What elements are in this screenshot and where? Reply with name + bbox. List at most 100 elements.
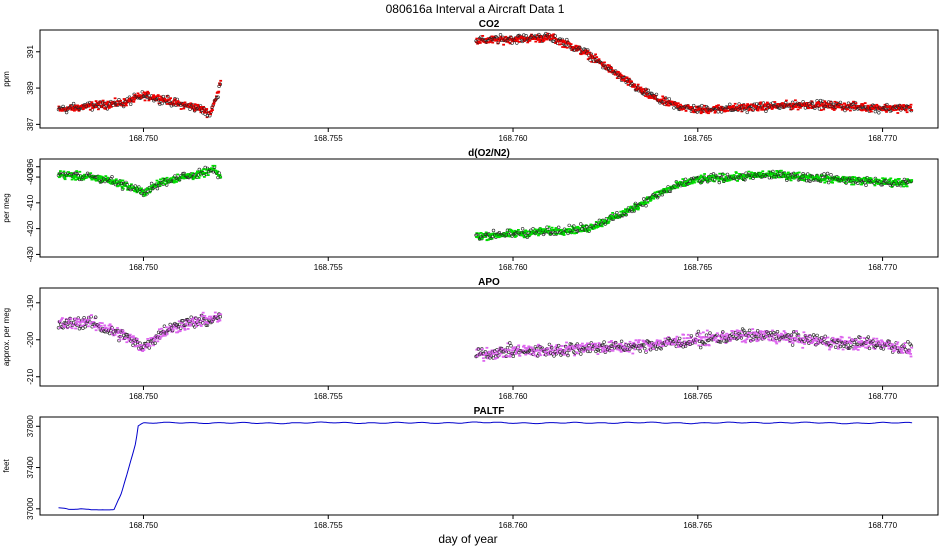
- data-point: [863, 179, 867, 181]
- data-point: [95, 175, 99, 177]
- data-point: [860, 177, 864, 180]
- data-point: [179, 325, 183, 328]
- data-point: [569, 228, 573, 231]
- data-point: [807, 175, 810, 178]
- data-point-hollow: [558, 350, 562, 354]
- data-point: [192, 109, 196, 112]
- data-point: [101, 180, 105, 182]
- data-point-hollow: [698, 345, 703, 350]
- data-point: [201, 320, 204, 323]
- data-point: [92, 321, 96, 323]
- data-point: [906, 348, 910, 351]
- data-point: [901, 348, 904, 351]
- data-point: [527, 37, 531, 40]
- data-point: [810, 107, 814, 109]
- data-point: [182, 107, 186, 110]
- data-point: [615, 77, 619, 79]
- data-point: [662, 344, 666, 347]
- x-tick-label: 168.770: [868, 134, 897, 143]
- data-point: [830, 104, 833, 107]
- data-point: [830, 345, 834, 348]
- data-point: [202, 168, 205, 170]
- x-tick-label: 168.755: [314, 521, 343, 530]
- data-point: [187, 324, 190, 327]
- data-point: [762, 338, 766, 341]
- data-point: [893, 349, 897, 352]
- data-point: [490, 39, 493, 42]
- data-point: [614, 72, 618, 75]
- data-point: [875, 103, 879, 106]
- data-point: [726, 338, 730, 341]
- data-point: [810, 100, 814, 103]
- panel-title: CO2: [479, 19, 500, 30]
- data-point: [566, 230, 569, 233]
- data-point: [560, 40, 564, 43]
- data-point: [729, 178, 733, 181]
- data-point: [536, 39, 540, 41]
- data-point: [547, 225, 551, 228]
- data-point: [831, 336, 835, 339]
- data-point: [198, 323, 202, 326]
- data-point: [617, 71, 620, 73]
- data-point-hollow: [790, 343, 795, 347]
- data-point: [143, 99, 147, 102]
- data-point: [749, 108, 752, 111]
- data-point: [113, 329, 117, 331]
- data-point: [646, 343, 650, 346]
- data-point: [667, 343, 671, 346]
- data-point: [865, 339, 868, 342]
- data-point: [560, 345, 564, 347]
- data-point: [550, 38, 554, 40]
- data-point: [144, 91, 148, 94]
- data-point: [588, 229, 592, 231]
- data-point: [803, 105, 807, 107]
- data-point: [842, 176, 846, 179]
- data-point: [71, 175, 75, 178]
- data-point: [73, 176, 77, 178]
- data-point: [901, 352, 905, 354]
- data-point: [776, 335, 780, 338]
- data-point: [478, 42, 482, 44]
- data-point: [698, 336, 702, 339]
- data-point: [212, 102, 216, 104]
- data-point-hollow: [885, 102, 889, 107]
- data-point: [849, 342, 853, 345]
- data-point: [644, 95, 647, 97]
- data-point: [795, 172, 799, 175]
- data-point: [580, 230, 583, 232]
- data-point: [736, 334, 740, 337]
- data-point: [620, 75, 624, 78]
- data-point: [860, 340, 864, 342]
- data-point: [187, 323, 191, 326]
- data-point: [144, 193, 147, 196]
- data-point: [792, 177, 796, 180]
- data-point: [845, 104, 848, 107]
- data-point: [648, 344, 652, 346]
- data-point: [62, 174, 65, 177]
- data-point: [119, 183, 123, 186]
- data-point: [562, 40, 566, 42]
- data-point-hollow: [654, 347, 659, 351]
- data-point: [627, 350, 631, 353]
- data-point: [860, 183, 864, 186]
- data-point: [639, 203, 643, 206]
- data-point: [866, 180, 869, 182]
- data-point: [788, 177, 792, 180]
- data-point: [518, 41, 521, 43]
- data-point: [699, 112, 703, 115]
- data-point-hollow: [817, 107, 822, 111]
- data-point-hollow: [619, 339, 624, 343]
- data-point: [640, 345, 644, 348]
- data-point: [597, 346, 601, 349]
- data-point: [198, 172, 202, 174]
- data-point: [193, 103, 197, 106]
- data-point: [737, 177, 741, 180]
- data-point: [732, 330, 736, 333]
- data-point: [824, 337, 827, 340]
- data-point: [778, 340, 781, 343]
- data-point: [502, 355, 505, 358]
- data-point: [746, 105, 750, 108]
- data-point-hollow: [871, 339, 875, 343]
- data-point: [555, 350, 559, 352]
- data-point: [190, 103, 193, 106]
